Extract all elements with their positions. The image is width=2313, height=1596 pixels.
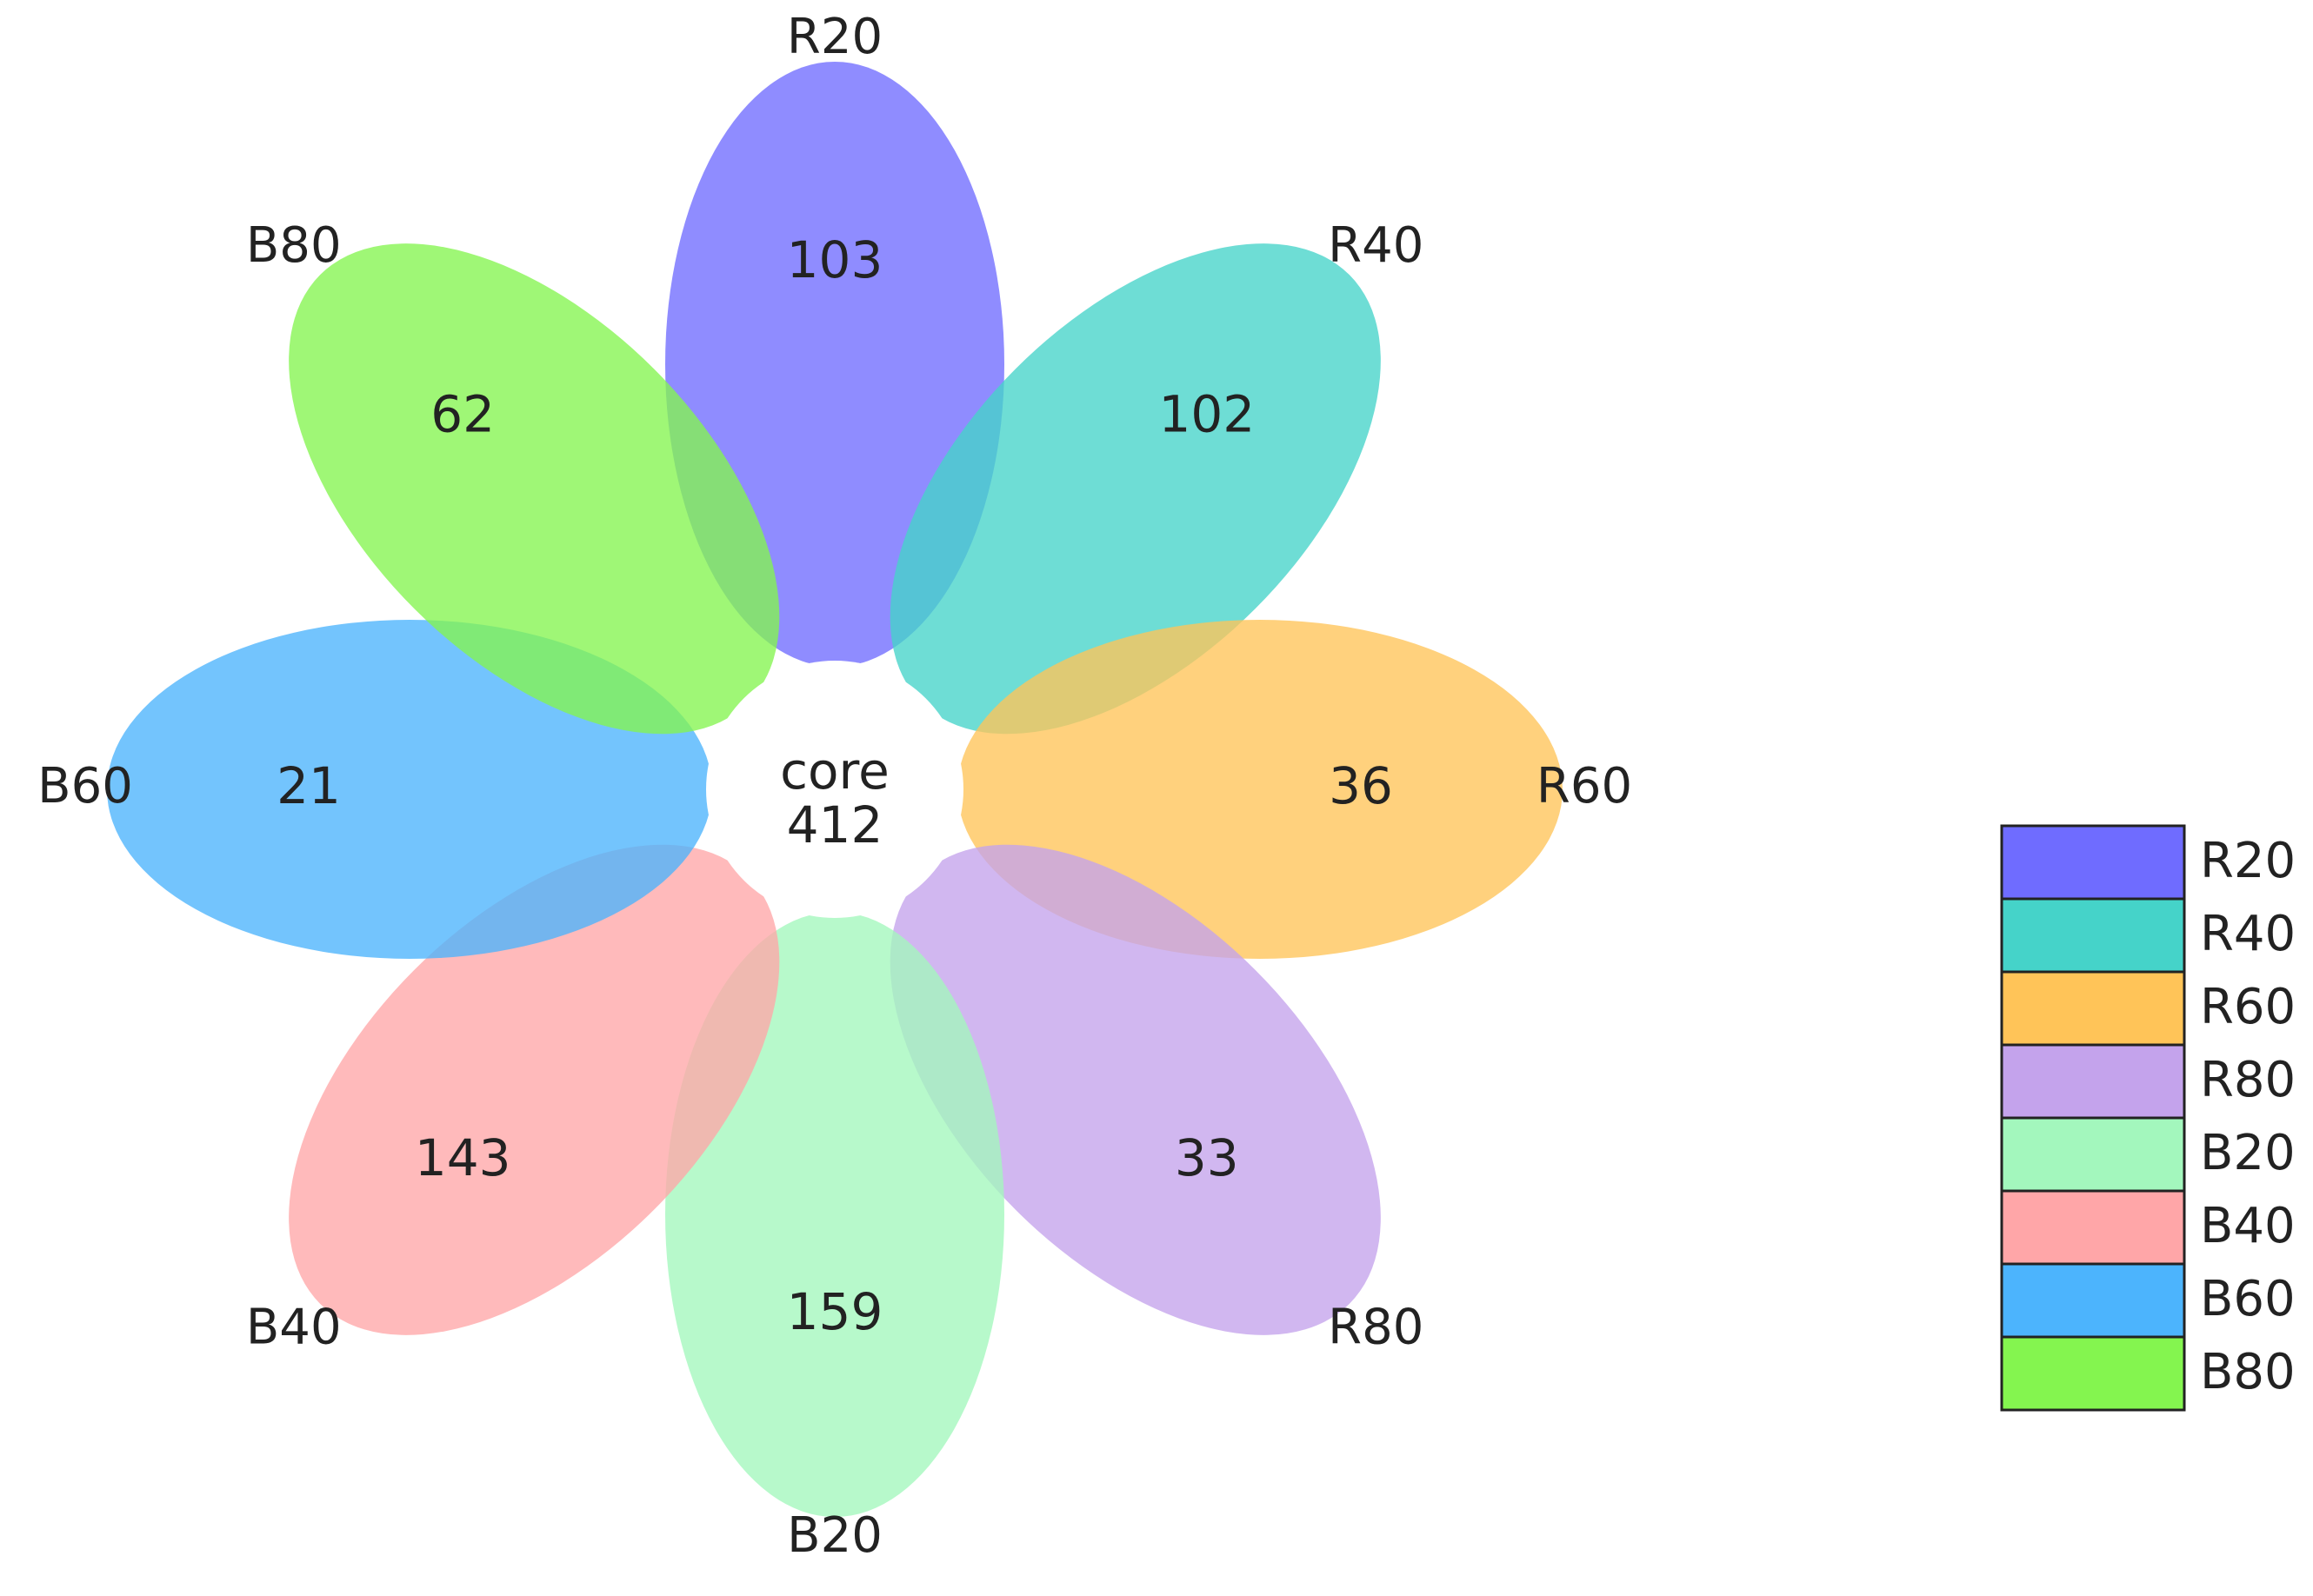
legend-swatch xyxy=(2000,970,2186,1047)
petal-count: 21 xyxy=(277,756,341,815)
petal-name: B80 xyxy=(246,217,342,274)
petal-count: 36 xyxy=(1329,756,1393,815)
petal xyxy=(890,844,1381,1335)
legend-label: R20 xyxy=(2200,833,2296,889)
legend: R20 R40 R60 R80 B20 B40 B60 B80 xyxy=(2000,824,2296,1412)
petal xyxy=(289,243,780,735)
petal-count: 159 xyxy=(787,1282,883,1341)
core-label: core xyxy=(780,741,890,801)
legend-label: B60 xyxy=(2200,1271,2296,1327)
petal-name: B60 xyxy=(37,758,133,815)
petal xyxy=(890,243,1381,735)
legend-label: R60 xyxy=(2200,979,2296,1035)
petal-count: 33 xyxy=(1175,1128,1239,1187)
petals xyxy=(107,62,1563,1517)
petal-name: R60 xyxy=(1536,758,1632,815)
petal-count: 143 xyxy=(415,1128,511,1187)
legend-label: B20 xyxy=(2200,1125,2296,1181)
petal-name: R40 xyxy=(1328,217,1423,274)
core-circle xyxy=(706,661,963,918)
legend-label: R80 xyxy=(2200,1052,2296,1108)
petal-name: B20 xyxy=(787,1507,883,1564)
petal xyxy=(289,844,780,1335)
core-count: 412 xyxy=(787,795,883,855)
petal-count: 102 xyxy=(1158,384,1255,443)
legend-swatch xyxy=(2000,824,2186,901)
legend-swatch xyxy=(2000,1043,2186,1120)
petal-count: 103 xyxy=(787,230,883,289)
legend-swatch xyxy=(2000,897,2186,974)
petal-name: R80 xyxy=(1328,1299,1423,1355)
petal-name: R20 xyxy=(787,9,883,65)
legend-swatch xyxy=(2000,1262,2186,1339)
legend-label: R40 xyxy=(2200,906,2296,962)
legend-swatch xyxy=(2000,1335,2186,1412)
legend-label: B80 xyxy=(2200,1344,2296,1400)
legend-swatch xyxy=(2000,1116,2186,1193)
legend-swatch xyxy=(2000,1189,2186,1266)
petal-name: B40 xyxy=(246,1299,342,1355)
petal-count: 62 xyxy=(430,384,495,443)
legend-label: B40 xyxy=(2200,1198,2296,1254)
labels: 103 R20 102 R40 36 R60 33 R80 159 B20 143 B40 21 B60 6… xyxy=(37,9,1632,1564)
